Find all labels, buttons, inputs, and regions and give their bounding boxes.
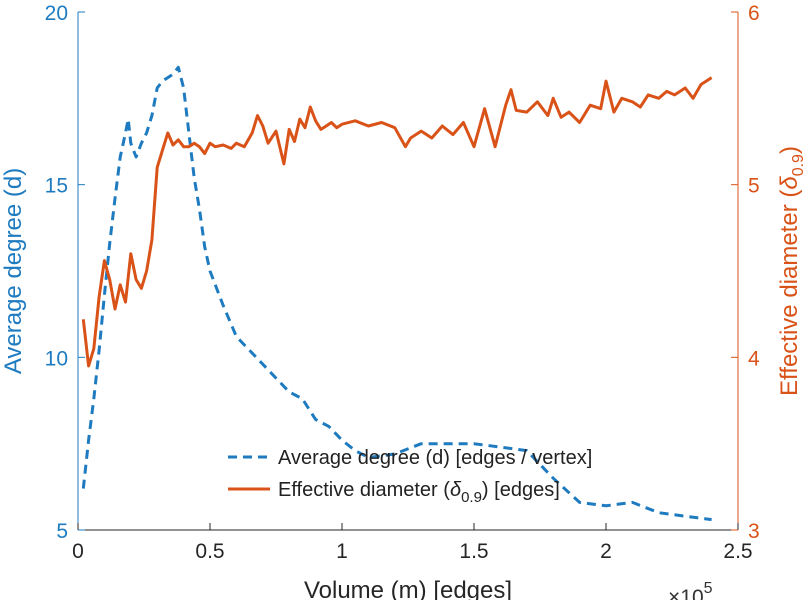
y-axis-right-label: Effective diameter (δ0.9) [776,146,807,396]
x-tick-label: 1.5 [459,540,488,563]
x-tick-label: 2.5 [723,540,752,563]
right-label-delta: δ [776,176,803,190]
legend-label-average-degree: Average degree (d) [edges / vertex] [278,447,592,469]
x-tick-label: 0 [72,540,84,563]
legend-text-subscript: 0.9 [461,489,482,506]
y-left-tick-label: 10 [45,347,68,370]
series-average-degree-line [81,65,712,522]
y-axis-left-label: Average degree (d) [0,168,27,374]
legend-text-suffix: ) [edges] [482,479,560,501]
x-axis-label: Volume (m) [edges] [304,577,512,600]
y-left-tick-label: 5 [56,520,68,543]
legend-text-prefix: Average degree (d) [edges / vertex] [278,447,592,469]
y-right-tick-label: 4 [748,347,760,370]
legend-text-prefix: Effective diameter ( [278,479,450,501]
legend-text-symbol: δ [450,479,462,501]
series-effective-diameter-line [81,76,713,368]
x-tick-label: 2 [600,540,612,563]
x-exponent-base: ×10 [668,586,704,600]
x-tick-label: 0.5 [195,540,224,563]
y-right-tick-label: 3 [748,520,760,543]
axes-group [77,11,739,531]
y-left-tick-label: 20 [45,2,68,25]
y-right-tick-label: 6 [748,2,760,25]
y-left-tick-label: 15 [45,175,68,198]
series-group [81,65,713,522]
x-axis-exponent: ×105 [668,580,713,600]
x-tick-label: 1 [336,540,348,563]
legend: Average degree (d) [edges / vertex] Effec… [228,447,592,506]
right-label-suffix: ) [776,146,803,154]
legend-label-effective-diameter: Effective diameter (δ0.9) [edges] [278,479,560,506]
x-exponent-power: 5 [704,580,713,597]
right-label-prefix: Effective diameter ( [776,190,803,396]
y-right-tick-label: 5 [748,175,760,198]
right-label-subscript: 0.9 [790,154,807,176]
